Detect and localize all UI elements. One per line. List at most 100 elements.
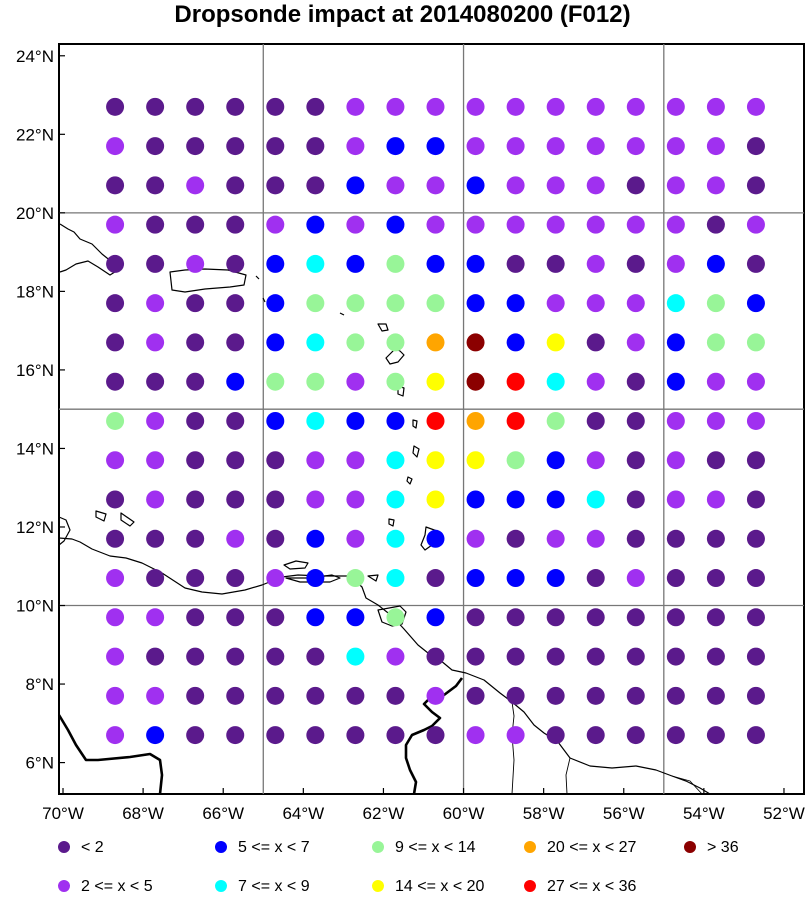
impact-point xyxy=(666,490,685,509)
impact-point xyxy=(706,137,725,156)
impact-point xyxy=(146,647,165,666)
impact-point xyxy=(506,726,525,745)
impact-point xyxy=(746,608,765,627)
impact-point xyxy=(706,451,725,470)
impact-point xyxy=(666,333,685,352)
impact-point xyxy=(266,726,285,745)
impact-point xyxy=(466,294,485,313)
impact-point xyxy=(506,215,525,234)
impact-point xyxy=(746,372,765,391)
impact-point xyxy=(706,176,725,195)
impact-point xyxy=(146,137,165,156)
impact-point xyxy=(346,647,365,666)
map-frame xyxy=(58,43,805,795)
impact-point xyxy=(266,490,285,509)
impact-point xyxy=(106,686,125,705)
impact-point xyxy=(626,608,645,627)
impact-point xyxy=(306,97,325,116)
legend-label: 14 <= x < 20 xyxy=(395,878,485,895)
impact-point xyxy=(386,647,405,666)
impact-point xyxy=(306,686,325,705)
impact-point xyxy=(146,411,165,430)
impact-point xyxy=(386,333,405,352)
impact-point xyxy=(266,333,285,352)
impact-point xyxy=(746,451,765,470)
impact-point xyxy=(706,726,725,745)
grid-lines xyxy=(59,44,804,794)
impact-point xyxy=(746,529,765,548)
impact-point xyxy=(146,726,165,745)
impact-point xyxy=(706,490,725,509)
impact-point xyxy=(586,137,605,156)
impact-point xyxy=(626,215,645,234)
impact-point xyxy=(746,411,765,430)
impact-point xyxy=(306,490,325,509)
impact-point xyxy=(346,333,365,352)
impact-point xyxy=(586,569,605,588)
impact-point xyxy=(186,608,205,627)
impact-point xyxy=(106,569,125,588)
impact-point xyxy=(546,372,565,391)
impact-point xyxy=(546,569,565,588)
impact-point xyxy=(106,411,125,430)
impact-point xyxy=(106,254,125,273)
impact-point xyxy=(346,569,365,588)
impact-point xyxy=(426,372,445,391)
impact-point xyxy=(706,647,725,666)
impact-point xyxy=(666,569,685,588)
impact-point xyxy=(186,372,205,391)
impact-point xyxy=(626,726,645,745)
impact-point xyxy=(626,647,645,666)
impact-point xyxy=(266,411,285,430)
legend-label: 5 <= x < 7 xyxy=(238,839,310,856)
impact-point xyxy=(426,726,445,745)
impact-point xyxy=(586,411,605,430)
impact-point xyxy=(226,333,245,352)
impact-point xyxy=(226,726,245,745)
impact-point xyxy=(666,529,685,548)
impact-point xyxy=(586,372,605,391)
lon-tick-label: 54°W xyxy=(683,804,725,823)
impact-point xyxy=(746,686,765,705)
impact-point xyxy=(466,176,485,195)
lat-tick-label: 20°N xyxy=(16,204,54,223)
legend-swatch xyxy=(372,880,384,892)
impact-point xyxy=(626,176,645,195)
impact-point xyxy=(666,647,685,666)
map-title: Dropsonde impact at 2014080200 (F012) xyxy=(174,1,631,28)
impact-point xyxy=(586,608,605,627)
impact-point xyxy=(706,333,725,352)
impact-point xyxy=(466,569,485,588)
impact-point xyxy=(586,686,605,705)
impact-point xyxy=(266,686,285,705)
impact-point xyxy=(186,451,205,470)
impact-point xyxy=(546,411,565,430)
impact-point xyxy=(106,176,125,195)
lon-tick-label: 70°W xyxy=(42,804,84,823)
impact-point xyxy=(746,215,765,234)
impact-point xyxy=(226,176,245,195)
impact-point xyxy=(226,294,245,313)
impact-point xyxy=(706,529,725,548)
impact-point xyxy=(466,411,485,430)
lon-tick-label: 58°W xyxy=(523,804,565,823)
impact-point xyxy=(146,372,165,391)
impact-point xyxy=(706,686,725,705)
impact-point xyxy=(746,726,765,745)
impact-point xyxy=(466,215,485,234)
impact-point xyxy=(506,490,525,509)
impact-point xyxy=(226,569,245,588)
impact-point xyxy=(546,608,565,627)
impact-point xyxy=(706,372,725,391)
impact-point xyxy=(106,215,125,234)
impact-point xyxy=(226,254,245,273)
impact-point xyxy=(506,97,525,116)
impact-point xyxy=(426,176,445,195)
impact-point xyxy=(626,294,645,313)
impact-point xyxy=(626,372,645,391)
impact-point xyxy=(586,97,605,116)
impact-point xyxy=(666,686,685,705)
lat-tick-label: 10°N xyxy=(16,597,54,616)
impact-point xyxy=(426,215,445,234)
impact-point xyxy=(666,372,685,391)
